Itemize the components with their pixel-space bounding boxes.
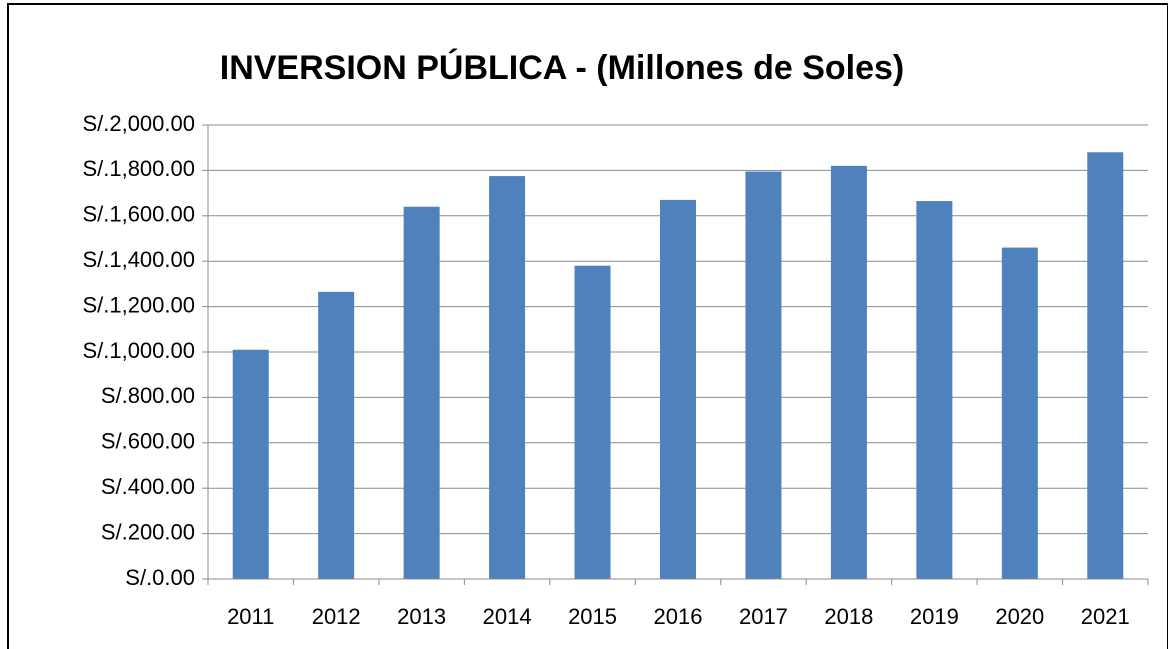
x-tick-label: 2020	[995, 604, 1044, 629]
x-tick-label: 2015	[568, 604, 617, 629]
y-tick-label: S/.1,200.00	[82, 292, 195, 317]
bar	[232, 349, 269, 579]
x-tick-label: 2019	[910, 604, 959, 629]
chart-title: INVERSION PÚBLICA - (Millones de Soles)	[220, 49, 904, 87]
y-tick-label: S/.200.00	[101, 519, 195, 544]
bar	[1087, 152, 1124, 580]
y-tick-label: S/.0.00	[125, 565, 195, 590]
y-tick-label: S/.2,000.00	[82, 111, 195, 136]
bar	[318, 291, 355, 579]
bar	[830, 165, 867, 580]
x-tick-label: 2018	[824, 604, 873, 629]
y-tick-label: S/.600.00	[101, 429, 195, 454]
x-tick-label: 2021	[1081, 604, 1130, 629]
bar	[489, 176, 526, 579]
bar	[1001, 247, 1038, 579]
bar	[916, 201, 953, 580]
x-tick-label: 2016	[654, 604, 703, 629]
x-tick-label: 2013	[397, 604, 446, 629]
bar	[745, 171, 782, 579]
y-tick-label: S/.1,800.00	[82, 156, 195, 181]
x-tick-label: 2014	[483, 604, 532, 629]
x-tick-label: 2017	[739, 604, 788, 629]
y-tick-label: S/.400.00	[101, 474, 195, 499]
x-tick-label: 2011	[227, 604, 274, 629]
y-tick-label: S/.800.00	[101, 383, 195, 408]
x-tick-label: 2012	[312, 604, 361, 629]
bar	[574, 265, 611, 579]
bar	[660, 199, 696, 579]
y-tick-label: S/.1,000.00	[82, 338, 195, 363]
y-tick-label: S/.1,600.00	[82, 202, 195, 227]
bar	[403, 206, 440, 579]
y-tick-label: S/.1,400.00	[82, 247, 195, 272]
